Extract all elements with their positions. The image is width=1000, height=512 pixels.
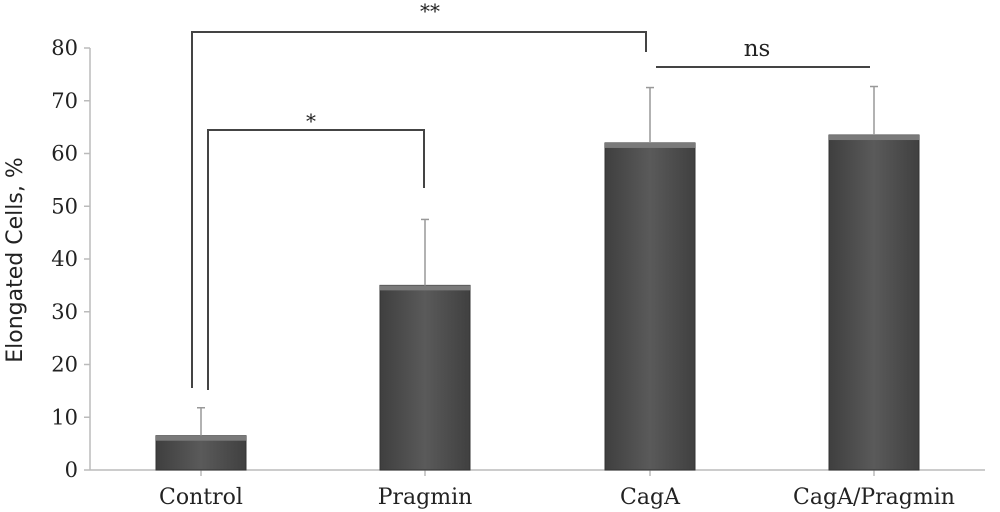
x-category-label: CagA/Pragmin [793, 485, 955, 510]
bar-top-highlight [380, 285, 470, 291]
significance-label: ** [420, 0, 440, 23]
bar-top-highlight [156, 435, 246, 441]
x-category-label: CagA [620, 485, 681, 510]
axes: 0 10 20 30 40 50 60 70 80 Control Pragmin CagA CagA/… [51, 36, 985, 510]
y-tick-label: 50 [51, 194, 78, 218]
x-category-label: Control [159, 485, 243, 510]
y-tick-label: 30 [51, 300, 78, 324]
y-axis-label: Elongated Cells, % [3, 157, 28, 362]
bracket-control-pragmin [207, 129, 425, 390]
y-tick-label: 40 [51, 247, 78, 271]
y-tick-label: 0 [65, 458, 78, 482]
y-tick-label: 10 [51, 405, 78, 429]
x-category-label: Pragmin [378, 485, 473, 510]
bars [155, 85, 920, 471]
bracket-control-caga [191, 31, 647, 388]
bar-top-highlight [605, 142, 695, 148]
bar-top-highlight [829, 135, 919, 141]
bar [604, 142, 696, 471]
y-tick-label: 80 [51, 36, 78, 60]
significance-label: ns [744, 36, 771, 62]
y-tick-label: 20 [51, 353, 78, 377]
significance-label: * [306, 109, 316, 133]
bar [155, 435, 247, 471]
y-tick-label: 60 [51, 142, 78, 166]
y-tick-label: 70 [51, 89, 78, 113]
bar [379, 284, 471, 471]
significance-annotations: ***ns [191, 0, 870, 390]
bar [828, 134, 920, 471]
